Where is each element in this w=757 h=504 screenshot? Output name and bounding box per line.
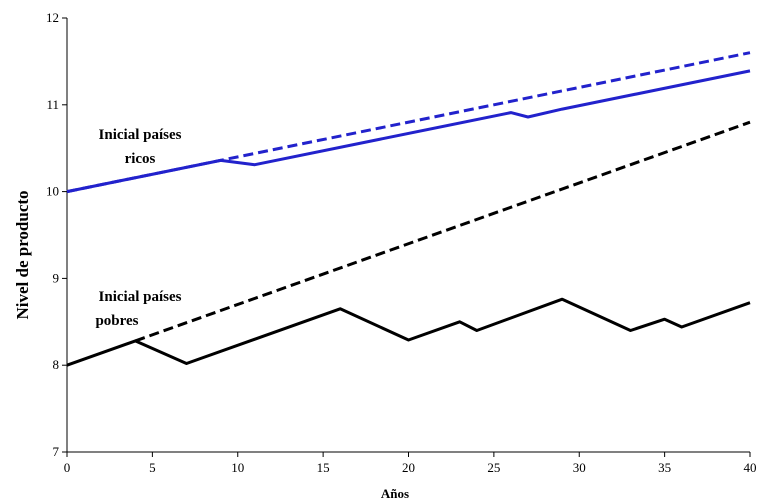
annotation-rich-countries: Inicial países (99, 127, 182, 143)
x-tick-label: 0 (64, 460, 71, 475)
x-tick-label: 15 (317, 460, 330, 475)
chart-axes (62, 17, 751, 457)
y-tick-label: 8 (53, 357, 60, 372)
y-tick-label: 9 (53, 270, 60, 285)
black-solid-series-line (66, 297, 751, 367)
y-tick-label: 7 (53, 444, 60, 459)
x-tick-label: 5 (149, 460, 156, 475)
x-tick-label: 20 (402, 460, 415, 475)
annotation-poor-countries: pobres (95, 313, 138, 329)
y-tick-label: 10 (46, 184, 59, 199)
text-layer: 7 8 9 10 11 12 0 5 10 15 20 25 30 35 40 Años Nivel de pr… (13, 10, 757, 501)
annotation-poor-countries: Inicial países (99, 289, 182, 305)
annotation-rich-countries: ricos (125, 151, 156, 167)
y-axis-title: Nivel de producto (13, 190, 32, 319)
y-tick-label: 11 (46, 97, 59, 112)
blue-dashed-series-line (66, 51, 751, 194)
x-tick-label: 10 (231, 460, 244, 475)
y-tick-label: 12 (46, 10, 59, 25)
x-tick-label: 40 (744, 460, 757, 475)
series-layer (66, 51, 751, 367)
x-tick-label: 35 (658, 460, 671, 475)
black-dashed-series-line (134, 120, 751, 343)
x-tick-label: 25 (487, 460, 500, 475)
x-tick-label: 30 (573, 460, 586, 475)
blue-solid-series-line (66, 69, 751, 194)
x-axis-title: Años (381, 486, 409, 501)
